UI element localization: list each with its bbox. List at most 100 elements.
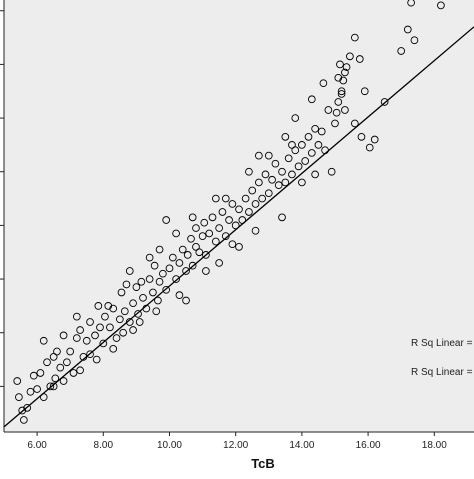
data-point <box>228 240 237 249</box>
data-point <box>109 304 118 313</box>
data-point <box>125 267 134 275</box>
data-point <box>63 358 71 367</box>
data-point <box>101 312 109 321</box>
data-point <box>29 371 38 380</box>
data-point <box>341 68 349 77</box>
data-point <box>298 178 306 187</box>
data-point <box>139 293 147 302</box>
data-point <box>261 170 270 179</box>
data-point <box>407 0 415 7</box>
data-point <box>337 87 346 96</box>
data-point <box>56 363 65 372</box>
data-point <box>319 79 328 88</box>
data-point <box>360 87 369 96</box>
data-point <box>278 167 286 176</box>
data-point <box>288 141 296 149</box>
data-point <box>281 132 290 141</box>
data-point <box>370 135 379 144</box>
data-point <box>255 151 263 160</box>
data-point <box>134 310 142 318</box>
data-point <box>268 175 276 184</box>
data-point <box>175 291 184 300</box>
data-point <box>355 55 364 63</box>
data-point <box>91 331 99 340</box>
data-point <box>264 189 273 198</box>
data-point <box>49 353 58 361</box>
y-ticks <box>0 10 4 387</box>
data-point <box>96 323 104 332</box>
data-point <box>150 261 159 270</box>
data-point <box>46 382 55 391</box>
data-point <box>288 170 296 179</box>
data-point <box>357 132 366 141</box>
data-point <box>187 234 195 243</box>
data-point <box>39 336 48 345</box>
data-point <box>82 336 91 345</box>
data-point <box>215 259 223 267</box>
data-point <box>231 221 240 230</box>
scatter-points <box>13 0 445 424</box>
data-point <box>145 275 154 283</box>
data-point <box>380 98 389 106</box>
data-point <box>36 369 45 377</box>
data-point <box>51 374 60 383</box>
data-point <box>211 194 220 203</box>
data-point <box>76 366 84 375</box>
data-point <box>23 404 32 412</box>
data-point <box>337 90 346 98</box>
data-point <box>152 307 161 316</box>
data-point <box>168 253 177 262</box>
data-point <box>26 387 35 396</box>
data-point <box>195 248 204 257</box>
data-point <box>13 377 22 385</box>
x-tick-label-0: 6.00 <box>27 440 47 451</box>
data-point <box>66 347 75 356</box>
data-point <box>437 1 445 10</box>
data-point <box>198 232 207 240</box>
data-point <box>274 181 283 189</box>
linear-fit-line <box>3 26 474 428</box>
data-point <box>115 315 124 324</box>
data-point <box>109 344 118 353</box>
data-point <box>298 141 306 149</box>
data-point <box>255 178 263 187</box>
data-point <box>154 296 162 305</box>
data-point <box>258 194 267 203</box>
data-point <box>129 326 137 334</box>
data-point <box>69 369 78 377</box>
data-point <box>92 355 101 364</box>
x-axis-title: TcB <box>251 456 275 471</box>
data-point <box>162 216 171 224</box>
data-point <box>350 119 359 128</box>
data-point <box>59 331 68 340</box>
data-point <box>162 285 171 294</box>
data-point <box>155 277 164 286</box>
data-point <box>301 157 310 165</box>
data-point <box>311 124 319 133</box>
data-point <box>314 141 323 149</box>
data-point <box>221 194 230 203</box>
data-point <box>112 334 121 342</box>
data-point <box>117 288 126 297</box>
data-point <box>200 218 209 227</box>
data-point <box>202 267 210 275</box>
data-point <box>235 205 243 214</box>
data-point <box>291 114 300 122</box>
data-point <box>132 283 141 291</box>
r-squared-annotations: R Sq Linear = R Sq Linear = <box>411 338 473 378</box>
data-point <box>172 275 180 283</box>
data-point <box>33 385 41 393</box>
data-point <box>188 213 197 222</box>
data-point <box>336 60 344 69</box>
data-point <box>264 151 273 160</box>
data-point <box>72 334 81 342</box>
data-point <box>248 186 257 195</box>
axes <box>3 0 474 433</box>
data-point <box>15 393 23 401</box>
data-point <box>317 127 326 136</box>
data-point <box>307 149 316 157</box>
data-point <box>341 106 349 114</box>
data-point <box>235 243 243 251</box>
data-point <box>188 261 197 270</box>
